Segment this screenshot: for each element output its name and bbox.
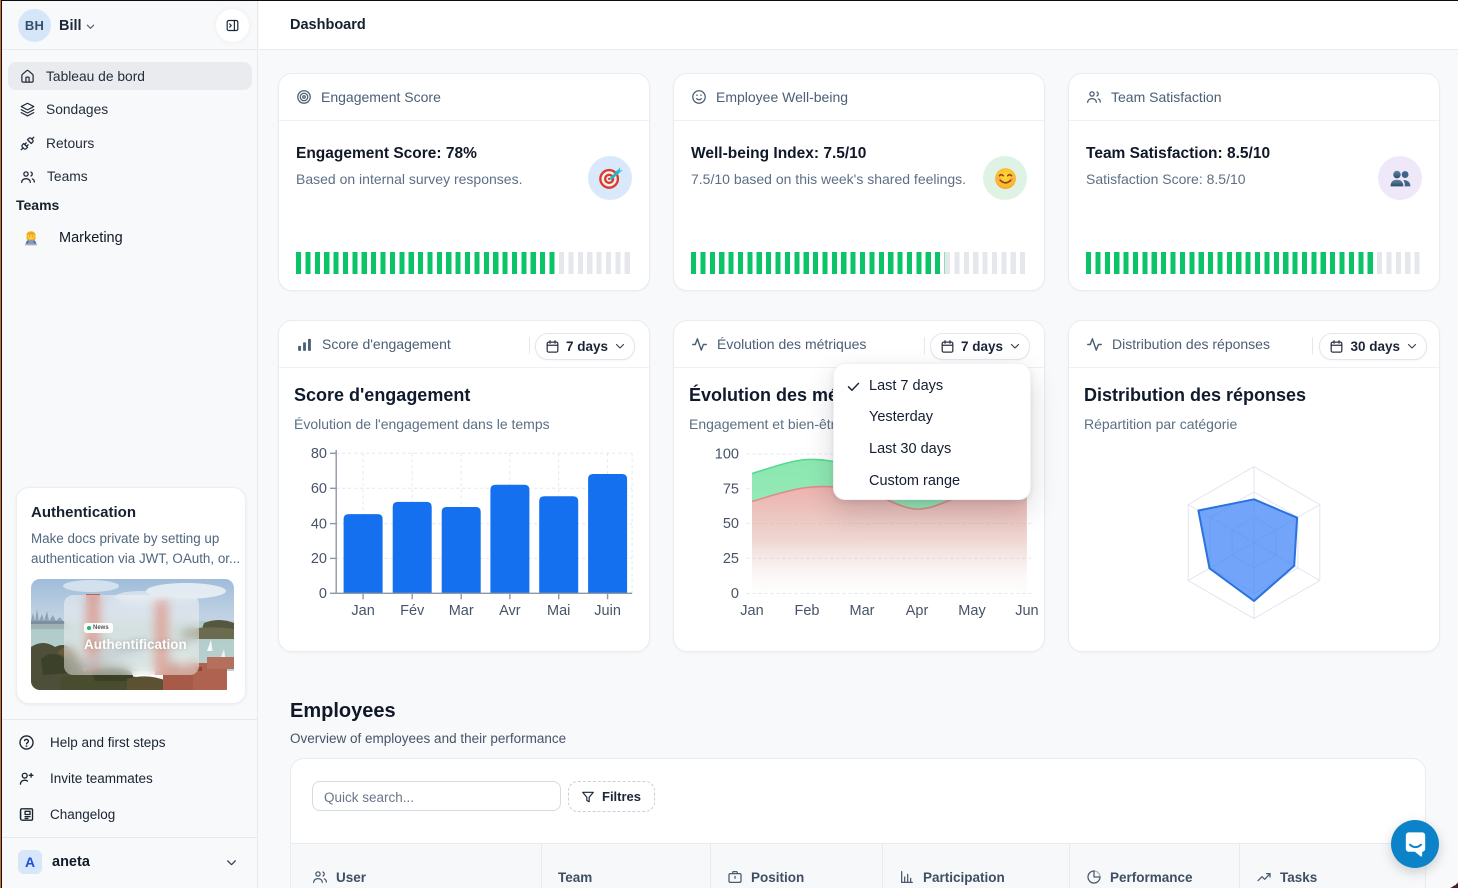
svg-text:0: 0 (319, 586, 327, 602)
svg-text:80: 80 (311, 446, 327, 462)
svg-text:Jan: Jan (351, 603, 374, 619)
svg-text:Jan: Jan (740, 603, 763, 619)
svg-text:Mar: Mar (449, 603, 474, 619)
svg-text:Feb: Feb (795, 603, 820, 619)
svg-text:60: 60 (311, 481, 327, 497)
svg-text:Mai: Mai (547, 603, 570, 619)
svg-text:100: 100 (715, 447, 739, 463)
svg-text:0: 0 (731, 586, 739, 602)
svg-text:Jun: Jun (1015, 603, 1038, 619)
svg-text:May: May (958, 603, 986, 619)
svg-text:25: 25 (723, 551, 739, 567)
svg-text:50: 50 (723, 516, 739, 532)
svg-text:20: 20 (311, 551, 327, 567)
svg-text:75: 75 (723, 481, 739, 497)
svg-text:Mar: Mar (850, 603, 875, 619)
svg-text:40: 40 (311, 516, 327, 532)
svg-text:Juin: Juin (594, 603, 621, 619)
svg-text:Apr: Apr (906, 603, 929, 619)
svg-text:Avr: Avr (499, 603, 521, 619)
svg-text:Fév: Fév (400, 603, 425, 619)
